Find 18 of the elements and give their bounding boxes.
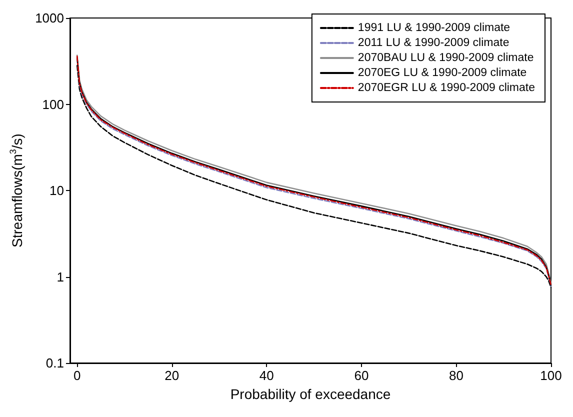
y-axis-title: Streamflows(m3/s): [8, 134, 26, 248]
y-tick-label: 0.1: [46, 356, 64, 370]
legend-label: 2070EG LU & 1990-2009 climate: [358, 67, 527, 79]
legend-label: 2011 LU & 1990-2009 climate: [358, 37, 510, 49]
legend-label: 1991 LU & 1990-2009 climate: [358, 22, 510, 34]
y-tick-label: 100: [42, 96, 64, 112]
x-tick-label: 60: [354, 368, 369, 383]
y-tick-label: 1: [56, 269, 64, 284]
x-tick-label: 20: [164, 368, 180, 383]
x-axis-title: Probability of exceedance: [230, 386, 391, 402]
y-tick-label: 10: [50, 183, 64, 198]
legend-label: 2070BAU LU & 1990-2009 climate: [358, 52, 534, 64]
x-tick-label: 40: [259, 368, 274, 383]
legend-label: 2070EGR LU & 1990-2009 climate: [358, 82, 535, 94]
y-tick-label: 1000: [35, 10, 64, 26]
x-tick-label: 80: [448, 368, 464, 383]
x-tick-label: 0: [73, 368, 81, 383]
x-tick-label: 100: [540, 368, 562, 383]
